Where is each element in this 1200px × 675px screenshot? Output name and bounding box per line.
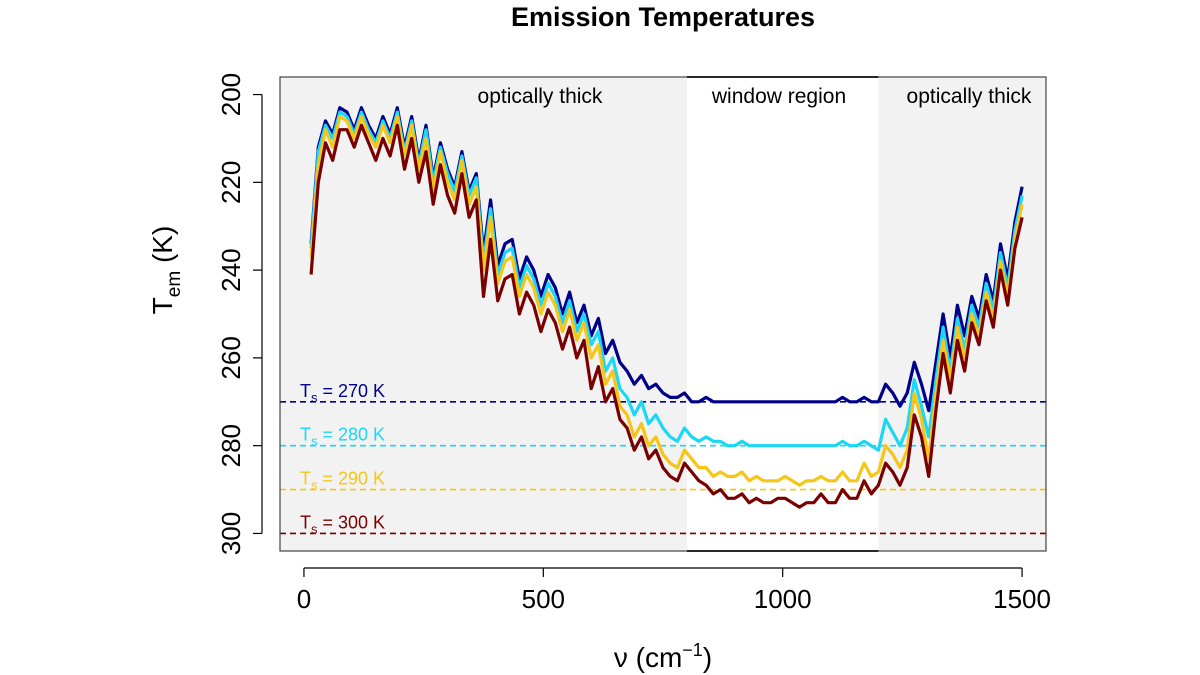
ts-label-value: = 270 K xyxy=(318,381,386,401)
ts-label-subscript: s xyxy=(311,390,318,405)
y-tick-label-240: 240 xyxy=(216,248,246,291)
x-tick-label-500: 500 xyxy=(522,584,565,614)
series-line-ts-300 xyxy=(309,123,1024,509)
ts-label-subscript: s xyxy=(311,434,318,449)
region-label-0: optically thick xyxy=(478,85,603,108)
x-axis-label-base: ν (cm xyxy=(614,642,682,673)
x-tick-label-1000: 1000 xyxy=(754,584,812,614)
ts-label-base: T xyxy=(300,469,311,489)
chart-title: Emission Temperatures xyxy=(511,2,815,32)
ts-label-base: T xyxy=(300,512,311,532)
x-tick-label-1500: 1500 xyxy=(993,584,1051,614)
x-axis-label-suffix: ) xyxy=(703,642,712,673)
ts-label-270: Ts = 270 K xyxy=(300,381,385,405)
y-tick-label-280: 280 xyxy=(216,424,246,467)
y-tick-label-300: 300 xyxy=(216,512,246,555)
y-tick-label-260: 260 xyxy=(216,336,246,379)
ts-label-base: T xyxy=(300,425,311,445)
ts-label-300: Ts = 300 K xyxy=(300,512,385,536)
y-tick-label-200: 200 xyxy=(216,73,246,116)
ts-label-value: = 290 K xyxy=(318,469,386,489)
ts-label-280: Ts = 280 K xyxy=(300,425,385,449)
y-axis-label-base: T xyxy=(147,297,178,314)
y-tick-label-220: 220 xyxy=(216,161,246,204)
plot-frame xyxy=(279,76,1047,552)
y-axis-label-subscript: em xyxy=(164,271,185,297)
ts-label-value: = 280 K xyxy=(318,425,386,445)
region-background-0 xyxy=(280,77,687,551)
region-label-1: window region xyxy=(711,85,846,108)
ts-label-subscript: s xyxy=(311,478,318,493)
y-axis-label: Tem (K) xyxy=(147,226,185,315)
series-line-ts-290 xyxy=(309,114,1024,487)
x-axis-label-superscript: −1 xyxy=(682,640,703,660)
ts-label-value: = 300 K xyxy=(318,512,386,532)
x-tick-label-0: 0 xyxy=(297,584,311,614)
ts-label-base: T xyxy=(300,381,311,401)
x-axis-label: ν (cm−1) xyxy=(614,640,712,673)
plot-area: optically thick window region optically th… xyxy=(280,76,1046,552)
ts-label-subscript: s xyxy=(311,521,318,536)
y-axis-label-suffix: (K) xyxy=(147,226,178,271)
ts-label-290: Ts = 290 K xyxy=(300,469,385,493)
region-label-2: optically thick xyxy=(907,85,1032,108)
axes: 0 500 1000 1500 200 220 240 260 280 300 xyxy=(216,73,1051,614)
